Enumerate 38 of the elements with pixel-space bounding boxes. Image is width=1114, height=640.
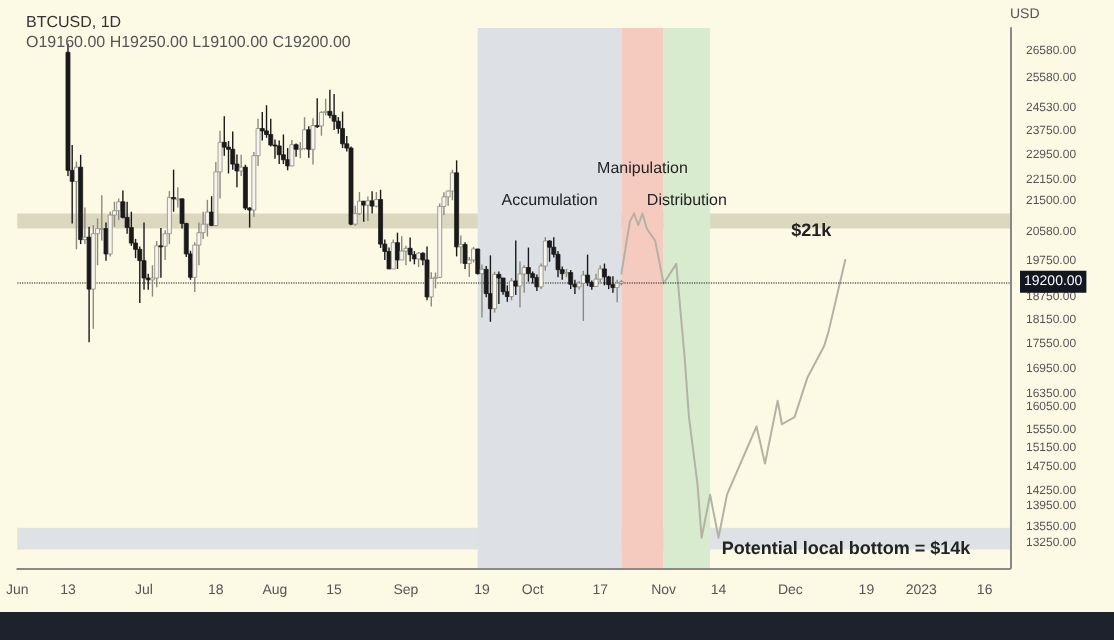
chart-subtitle: O19160.00 H19250.00 L19100.00 C19200.00 (26, 33, 352, 51)
band-label: Accumulation (501, 191, 598, 209)
candlestick (547, 239, 552, 263)
candlestick (428, 271, 434, 308)
candlestick (171, 169, 176, 213)
candlestick (513, 239, 519, 296)
candlestick (365, 195, 371, 222)
candlestick (281, 133, 286, 165)
candlestick (158, 227, 164, 279)
candlestick (369, 190, 375, 215)
candlestick (238, 154, 244, 177)
candlestick (407, 236, 413, 263)
line-series (620, 212, 847, 539)
candlestick (314, 97, 320, 129)
candlestick (331, 93, 337, 131)
candlestick (614, 279, 620, 303)
candlestick (204, 199, 210, 238)
candlestick (264, 104, 269, 139)
candlestick (462, 241, 468, 270)
candlestick (399, 235, 405, 261)
candlestick (259, 111, 265, 142)
candlestick (276, 139, 282, 165)
candlestick (509, 277, 514, 302)
candlestick (243, 163, 248, 211)
candlestick (361, 200, 367, 223)
candlestick (386, 246, 392, 270)
candlestick (390, 238, 396, 270)
chart-title: BTCUSD, 1D (26, 13, 122, 31)
band-label: Distribution (646, 191, 727, 209)
band-label: Potential local bottom = $14k (721, 537, 973, 558)
candlestick (340, 110, 345, 149)
band-label: $21k (791, 219, 834, 240)
candlestick (475, 247, 481, 276)
candlestick (395, 231, 400, 270)
band-label: Manipulation (597, 159, 688, 177)
candlestick (458, 234, 464, 265)
candlestick (103, 221, 109, 262)
candlestick (517, 260, 523, 309)
